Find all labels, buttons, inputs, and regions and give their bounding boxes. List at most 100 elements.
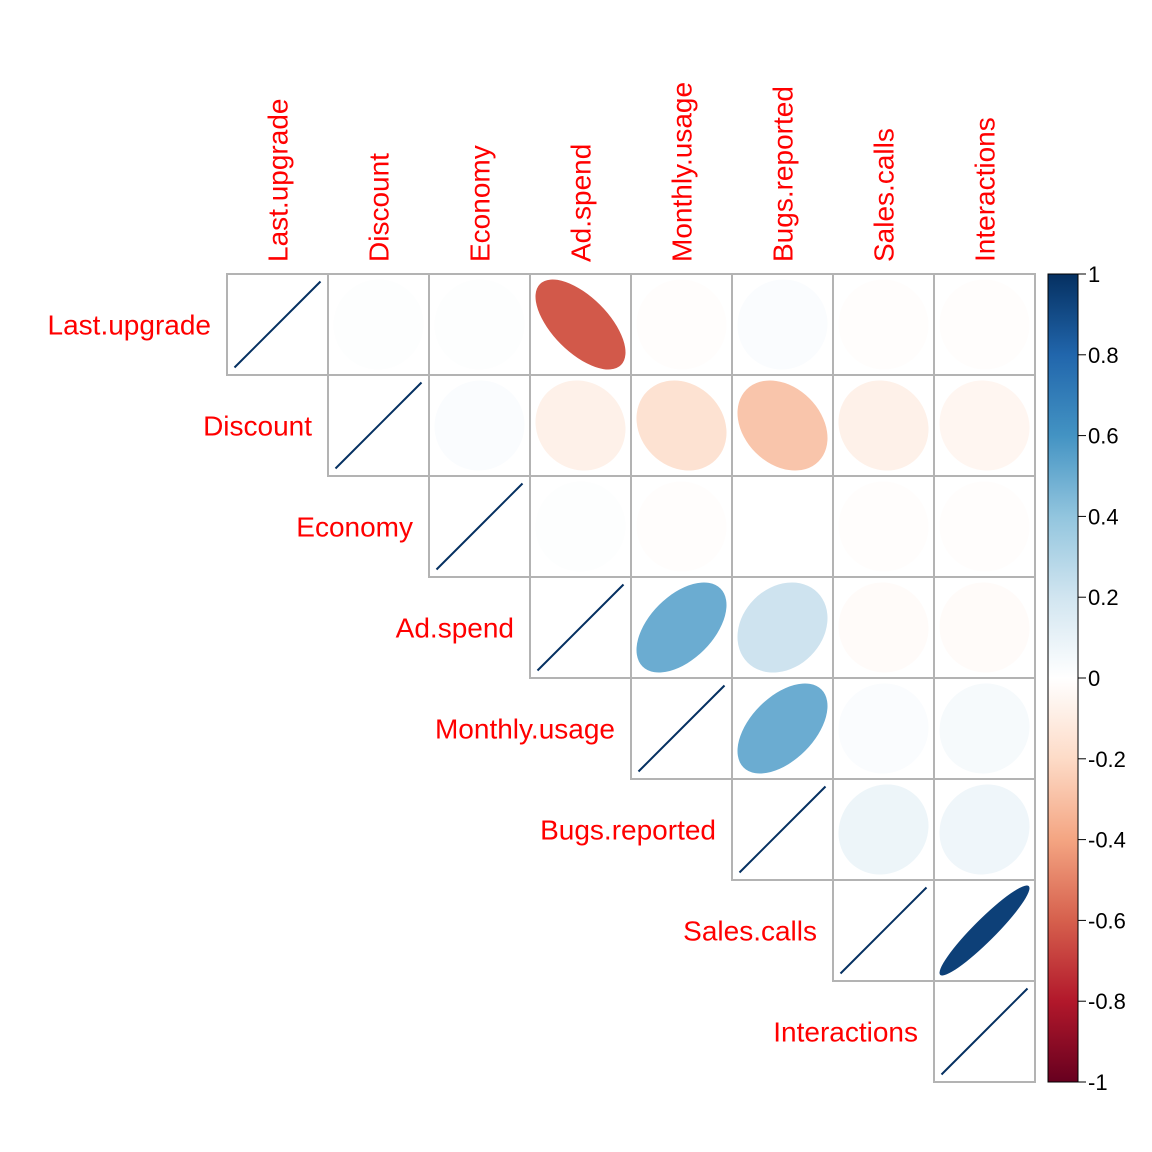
correlation-ellipse xyxy=(838,380,929,471)
column-label-discount: Discount xyxy=(364,153,395,262)
row-label-ad-spend: Ad.spend xyxy=(396,613,514,644)
cell-last-upgrade-last-upgrade xyxy=(226,273,329,376)
colorbar-tick-label: -0.2 xyxy=(1088,747,1126,772)
correlation-ellipse xyxy=(838,683,929,774)
cell-monthly-usage-interactions xyxy=(933,677,1036,780)
row-label-last-upgrade: Last.upgrade xyxy=(48,310,211,341)
cell-sales-calls-sales-calls xyxy=(832,879,935,982)
cell-sales-calls-interactions xyxy=(933,879,1036,982)
correlation-cells xyxy=(226,273,1036,1083)
cell-ad-spend-bugs-reported xyxy=(731,576,834,679)
column-label-bugs-reported: Bugs.reported xyxy=(768,86,799,262)
colorbar-tick-label: 0.2 xyxy=(1088,585,1119,610)
column-label-interactions: Interactions xyxy=(970,117,1001,262)
row-labels: Last.upgrade Discount Economy Ad.spend Month… xyxy=(48,310,918,1048)
cell-discount-bugs-reported xyxy=(731,374,834,477)
cell-last-upgrade-ad-spend xyxy=(529,273,632,376)
correlation-ellipse xyxy=(939,885,1030,976)
colorbar-tick-label: -0.8 xyxy=(1088,989,1126,1014)
cell-last-upgrade-discount xyxy=(327,273,430,376)
colorbar-tick-label: -0.4 xyxy=(1088,828,1126,853)
correlation-ellipse xyxy=(636,279,727,370)
colorbar-tick-label: -0.6 xyxy=(1088,908,1126,933)
cell-economy-economy xyxy=(428,475,531,578)
diagonal-line xyxy=(435,482,524,571)
correlation-ellipse xyxy=(838,784,929,875)
correlation-ellipse xyxy=(939,683,1030,774)
row-label-monthly-usage: Monthly.usage xyxy=(435,714,615,745)
correlation-ellipse xyxy=(939,380,1030,471)
column-labels: Last.upgrade Discount Economy Ad.spend Month… xyxy=(263,82,1001,262)
cell-bugs-reported-sales-calls xyxy=(832,778,935,881)
correlation-ellipse xyxy=(535,279,626,370)
correlation-ellipse xyxy=(535,481,626,572)
cell-last-upgrade-economy xyxy=(428,273,531,376)
correlation-ellipse xyxy=(939,784,1030,875)
cell-discount-discount xyxy=(327,374,430,477)
row-label-discount: Discount xyxy=(203,411,312,442)
correlation-ellipse xyxy=(737,582,828,673)
cell-economy-monthly-usage xyxy=(630,475,733,578)
colorbar: 1 0.8 0.6 0.4 0.2 0 -0.2 -0.4 -0.6 -0.8 -1 xyxy=(1047,262,1126,1095)
colorbar-gradient xyxy=(1047,273,1079,1083)
cell-ad-spend-monthly-usage xyxy=(630,576,733,679)
column-label-economy: Economy xyxy=(465,145,496,262)
correlation-ellipse xyxy=(434,380,525,471)
cell-economy-bugs-reported xyxy=(731,475,834,578)
diagonal-line xyxy=(233,280,322,369)
correlation-ellipse xyxy=(737,481,828,572)
correlation-ellipse xyxy=(333,279,424,370)
diagonal-line xyxy=(637,684,726,773)
correlation-ellipse xyxy=(838,279,929,370)
cell-discount-economy xyxy=(428,374,531,477)
cell-monthly-usage-bugs-reported xyxy=(731,677,834,780)
cell-monthly-usage-monthly-usage xyxy=(630,677,733,780)
cell-last-upgrade-bugs-reported xyxy=(731,273,834,376)
correlation-ellipse xyxy=(939,279,1030,370)
cell-bugs-reported-bugs-reported xyxy=(731,778,834,881)
cell-discount-monthly-usage xyxy=(630,374,733,477)
column-label-sales-calls: Sales.calls xyxy=(869,128,900,262)
cell-ad-spend-interactions xyxy=(933,576,1036,679)
cell-interactions-interactions xyxy=(933,980,1036,1083)
correlation-ellipse xyxy=(434,279,525,370)
colorbar-tick-label: 0.4 xyxy=(1088,504,1119,529)
cell-economy-ad-spend xyxy=(529,475,632,578)
cell-ad-spend-ad-spend xyxy=(529,576,632,679)
cell-last-upgrade-interactions xyxy=(933,273,1036,376)
diagonal-line xyxy=(839,886,928,975)
colorbar-tick-label: 0.8 xyxy=(1088,343,1119,368)
correlation-ellipse xyxy=(535,380,626,471)
column-label-ad-spend: Ad.spend xyxy=(566,144,597,262)
correlation-ellipse xyxy=(838,481,929,572)
row-label-economy: Economy xyxy=(296,512,413,543)
colorbar-tick-label: -1 xyxy=(1088,1070,1108,1095)
correlation-ellipse xyxy=(939,582,1030,673)
correlation-ellipse xyxy=(939,481,1030,572)
diagonal-line xyxy=(536,583,625,672)
correlation-ellipse xyxy=(737,380,828,471)
correlation-ellipse xyxy=(838,582,929,673)
column-label-monthly-usage: Monthly.usage xyxy=(667,82,698,262)
colorbar-tick-label: 1 xyxy=(1088,262,1100,287)
correlation-ellipse xyxy=(636,380,727,471)
cell-economy-sales-calls xyxy=(832,475,935,578)
diagonal-line xyxy=(738,785,827,874)
cell-economy-interactions xyxy=(933,475,1036,578)
row-label-bugs-reported: Bugs.reported xyxy=(540,815,716,846)
cell-discount-ad-spend xyxy=(529,374,632,477)
row-label-sales-calls: Sales.calls xyxy=(683,916,817,947)
diagonal-line xyxy=(334,381,423,470)
row-label-interactions: Interactions xyxy=(773,1017,918,1048)
cell-discount-sales-calls xyxy=(832,374,935,477)
colorbar-tick-label: 0 xyxy=(1088,666,1100,691)
diagonal-line xyxy=(940,987,1029,1076)
column-label-last-upgrade: Last.upgrade xyxy=(263,99,294,262)
cell-discount-interactions xyxy=(933,374,1036,477)
cell-monthly-usage-sales-calls xyxy=(832,677,935,780)
correlation-ellipse xyxy=(737,279,828,370)
cell-last-upgrade-monthly-usage xyxy=(630,273,733,376)
correlation-ellipse xyxy=(636,481,727,572)
colorbar-tick-label: 0.6 xyxy=(1088,424,1119,449)
